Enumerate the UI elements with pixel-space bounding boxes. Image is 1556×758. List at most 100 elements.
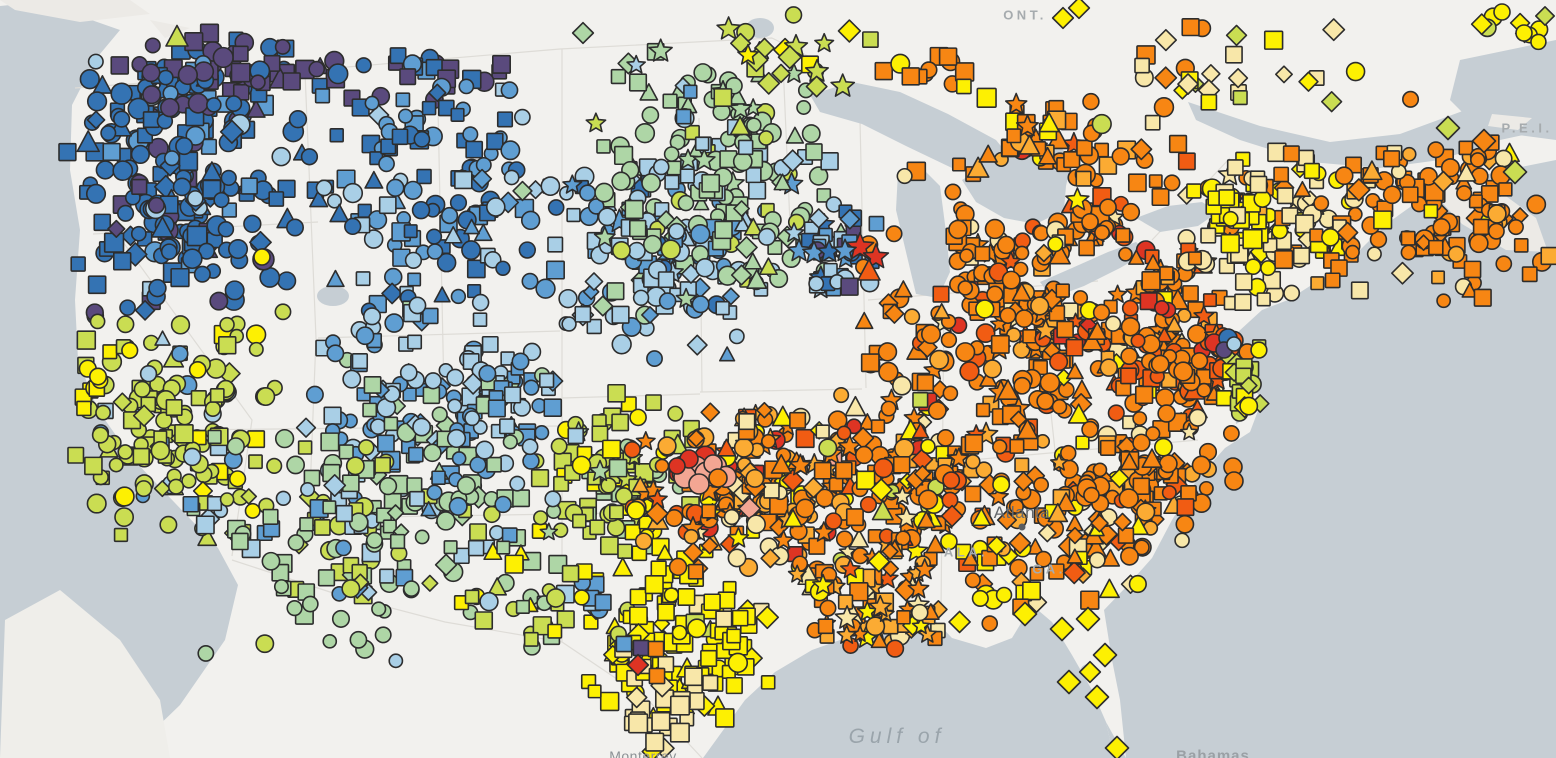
map-marker-circle[interactable] <box>220 169 237 187</box>
map-marker-circle[interactable] <box>1507 218 1524 236</box>
map-marker-star[interactable] <box>539 522 559 541</box>
map-marker-square[interactable] <box>486 456 502 473</box>
map-marker-circle[interactable] <box>522 452 540 470</box>
map-marker-square[interactable] <box>464 589 480 605</box>
map-marker-circle[interactable] <box>665 509 684 528</box>
map-marker-circle[interactable] <box>520 210 541 231</box>
map-marker-diamond[interactable] <box>1320 91 1343 113</box>
map-marker-circle[interactable] <box>274 303 292 321</box>
map-marker-circle[interactable] <box>355 326 375 346</box>
map-marker-circle[interactable] <box>1006 327 1022 343</box>
map-marker-circle[interactable] <box>614 487 633 505</box>
map-marker-circle[interactable] <box>489 525 505 541</box>
map-marker-diamond[interactable] <box>869 478 893 502</box>
map-marker-square[interactable] <box>1401 186 1419 204</box>
map-marker-square[interactable] <box>632 639 650 657</box>
map-marker-square[interactable] <box>1055 283 1070 298</box>
map-marker-circle[interactable] <box>277 271 297 291</box>
map-marker-circle[interactable] <box>275 490 292 507</box>
map-marker-circle[interactable] <box>695 257 715 278</box>
map-marker-circle[interactable] <box>300 482 316 497</box>
map-marker-circle[interactable] <box>1092 462 1108 478</box>
map-marker-diamond[interactable] <box>1154 28 1178 52</box>
map-marker-circle[interactable] <box>209 291 229 311</box>
map-marker-diamond[interactable] <box>1067 0 1091 20</box>
map-marker-square[interactable] <box>406 477 423 494</box>
map-marker-circle[interactable] <box>940 532 958 551</box>
map-marker-diamond[interactable] <box>1432 170 1455 193</box>
map-marker-circle[interactable] <box>446 428 467 449</box>
map-marker-circle[interactable] <box>757 227 776 246</box>
map-marker-diamond[interactable] <box>1322 18 1346 42</box>
map-marker-circle[interactable] <box>446 368 465 387</box>
map-marker-square[interactable] <box>1168 134 1188 154</box>
map-marker-circle[interactable] <box>114 486 135 507</box>
map-marker-circle[interactable] <box>342 369 362 389</box>
map-marker-diamond[interactable] <box>1471 128 1497 154</box>
map-marker-circle[interactable] <box>1060 444 1077 462</box>
map-marker-square[interactable] <box>726 628 742 644</box>
map-marker-diamond[interactable] <box>107 219 126 239</box>
map-marker-diamond[interactable] <box>882 560 900 578</box>
map-marker-circle[interactable] <box>1130 333 1146 349</box>
map-marker-circle[interactable] <box>1099 198 1117 217</box>
map-marker-circle[interactable] <box>1515 24 1533 42</box>
map-marker-square[interactable] <box>912 391 929 409</box>
map-marker-triangle[interactable] <box>894 280 913 298</box>
map-marker-circle[interactable] <box>982 359 1003 379</box>
map-marker-circle[interactable] <box>833 387 850 404</box>
map-marker-square[interactable] <box>1225 45 1243 64</box>
map-marker-star[interactable] <box>562 174 583 194</box>
map-marker-square[interactable] <box>574 305 592 323</box>
map-marker-circle[interactable] <box>117 444 134 460</box>
map-marker-circle[interactable] <box>1120 347 1139 366</box>
map-marker-circle[interactable] <box>1150 354 1170 374</box>
map-marker-circle[interactable] <box>1250 341 1268 359</box>
map-marker-square[interactable] <box>467 539 485 557</box>
map-marker-circle[interactable] <box>1153 97 1175 118</box>
map-marker-circle[interactable] <box>999 307 1017 325</box>
map-marker-square[interactable] <box>1202 293 1218 308</box>
map-marker-star[interactable] <box>1065 187 1090 211</box>
map-marker-diamond[interactable] <box>1034 243 1054 263</box>
map-marker-triangle[interactable] <box>758 257 778 276</box>
map-marker-diamond[interactable] <box>940 504 964 528</box>
map-marker-triangle[interactable] <box>978 144 998 163</box>
map-marker-circle[interactable] <box>1128 574 1147 594</box>
map-marker-diamond[interactable] <box>1415 234 1432 251</box>
map-marker-circle[interactable] <box>1136 502 1156 522</box>
map-marker-triangle[interactable] <box>656 544 674 561</box>
map-marker-square[interactable] <box>715 708 735 728</box>
map-marker-diamond[interactable] <box>1056 669 1082 695</box>
map-marker-triangle[interactable] <box>154 330 171 346</box>
map-marker-circle[interactable] <box>920 438 936 455</box>
map-marker-star[interactable] <box>1180 422 1199 441</box>
map-marker-square[interactable] <box>840 277 859 296</box>
map-marker-square[interactable] <box>1159 266 1174 281</box>
map-marker-triangle[interactable] <box>1461 282 1478 298</box>
map-marker-square[interactable] <box>628 73 648 92</box>
map-marker-star[interactable] <box>783 222 805 243</box>
map-marker-diamond[interactable] <box>730 264 753 286</box>
map-marker-square[interactable] <box>1186 183 1202 199</box>
map-marker-square[interactable] <box>323 406 342 425</box>
map-marker-star[interactable] <box>892 485 913 505</box>
map-marker-circle[interactable] <box>378 155 395 173</box>
map-marker-diamond[interactable] <box>512 180 533 202</box>
map-marker-square[interactable] <box>990 334 1010 354</box>
map-marker-square[interactable] <box>240 177 258 195</box>
map-marker-square[interactable] <box>1181 17 1200 37</box>
map-marker-square[interactable] <box>1056 320 1074 339</box>
map-marker-square[interactable] <box>174 423 194 444</box>
map-marker-circle[interactable] <box>259 267 281 288</box>
map-marker-square[interactable] <box>651 711 671 732</box>
map-marker-circle[interactable] <box>808 166 829 186</box>
map-marker-circle[interactable] <box>355 57 372 74</box>
map-marker-square[interactable] <box>1276 187 1294 205</box>
map-marker-star[interactable] <box>788 453 812 476</box>
map-marker-square[interactable] <box>202 179 222 199</box>
map-marker-diamond[interactable] <box>1012 601 1038 627</box>
map-marker-circle[interactable] <box>533 510 549 526</box>
map-marker-circle[interactable] <box>1345 244 1360 260</box>
map-marker-circle[interactable] <box>371 601 387 617</box>
